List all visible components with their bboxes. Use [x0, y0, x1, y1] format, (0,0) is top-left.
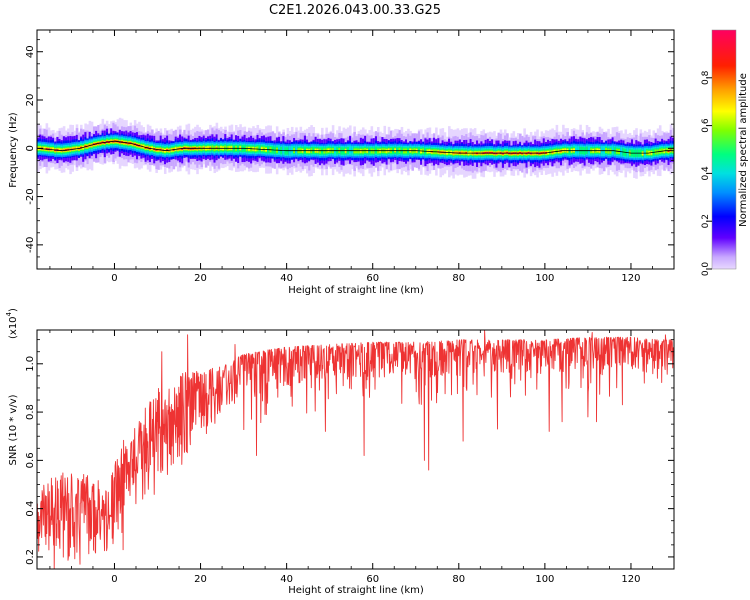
svg-text:(x104): (x104) [5, 308, 19, 339]
snr-series-line [37, 330, 674, 569]
heatmap-panel: 0 20 40 60 80 100 120 -40 -20 0 20 40 Height of st… [8, 29, 675, 296]
snr-y-tick-label: 1.0 [25, 356, 36, 372]
heatmap-x-tick-label: 40 [280, 273, 293, 284]
heatmap-x-tick-label: 100 [535, 273, 554, 284]
colorbar-tick-label: 0.0 [701, 262, 711, 277]
heatmap-x-ticks: 0 20 40 60 80 100 120 [49, 30, 675, 284]
colorbar-label: Normalized spectral amplitude [738, 73, 749, 227]
snr-x-tick-label: 40 [280, 574, 293, 585]
colorbar-tick-label: 0.4 [701, 166, 711, 181]
snr-multiplier-base: (x10 [8, 316, 19, 339]
colorbar: 0.0 0.2 0.4 0.6 0.8 Normalized spectral ampl… [701, 29, 749, 276]
snr-x-ticks: 0 20 40 60 80 100 120 [49, 330, 675, 585]
snr-y-tick-label: 0.8 [25, 404, 36, 420]
heatmap-y-tick-label: -20 [25, 188, 36, 204]
heatmap-y-label: Frequency (Hz) [8, 112, 19, 188]
snr-x-tick-label: 100 [535, 574, 554, 585]
colorbar-gradient [712, 30, 736, 269]
colorbar-tick-label: 0.2 [701, 214, 711, 228]
snr-x-tick-label: 0 [111, 574, 117, 585]
heatmap-x-tick-label: 0 [111, 273, 117, 284]
snr-x-tick-label: 120 [621, 574, 640, 585]
colorbar-ticks: 0.0 0.2 0.4 0.6 0.8 [701, 70, 712, 276]
heatmap-frame [36, 29, 675, 270]
colorbar-tick-label: 0.6 [701, 118, 711, 133]
heatmap-y-tick-label: 40 [25, 45, 36, 58]
heatmap-x-label: Height of straight line (km) [288, 285, 424, 296]
heatmap-x-tick-label: 20 [194, 273, 207, 284]
colorbar-frame [711, 29, 737, 270]
heatmap-x-tick-label: 120 [621, 273, 640, 284]
snr-multiplier-exp: 4 [5, 311, 13, 316]
snr-y-tick-label: 0.2 [25, 549, 36, 565]
snr-x-tick-label: 80 [452, 574, 465, 585]
colorbar-tick-label: 0.8 [701, 70, 711, 85]
heatmap-center-trace [37, 140, 674, 154]
heatmap-y-tick-label: 20 [25, 94, 36, 107]
snr-x-label: Height of straight line (km) [288, 585, 424, 596]
heatmap-y-tick-label: 0 [25, 145, 36, 151]
chart-title: C2E1.2026.043.00.33.G25 [269, 3, 441, 18]
heatmap-x-tick-label: 80 [452, 273, 465, 284]
snr-frame [36, 329, 675, 570]
snr-multiplier: (x104) [5, 308, 19, 339]
heatmap-x-tick-label: 60 [366, 273, 379, 284]
snr-x-tick-label: 60 [366, 574, 379, 585]
snr-x-tick-label: 20 [194, 574, 207, 585]
heatmap-ridge [37, 117, 674, 179]
snr-y-tick-label: 0.6 [25, 452, 36, 468]
snr-y-tick-label: 0.4 [25, 501, 36, 517]
snr-y-label: SNR (10 * v/v) [8, 394, 19, 465]
snr-panel: 0 20 40 60 80 100 120 0.2 0.4 0.6 0.8 1.0 Height o… [5, 308, 675, 596]
heatmap-y-tick-label: -40 [25, 237, 36, 253]
